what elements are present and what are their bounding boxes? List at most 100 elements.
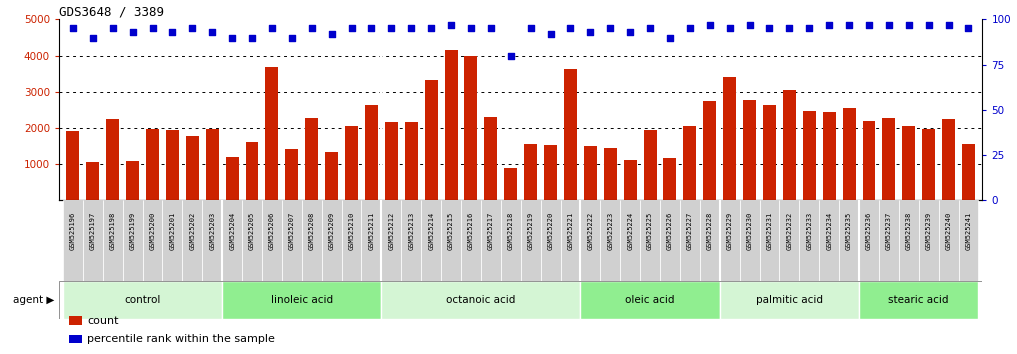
- Text: GSM525234: GSM525234: [826, 212, 832, 251]
- Point: [702, 22, 718, 28]
- Bar: [683, 126, 697, 200]
- Text: GSM525198: GSM525198: [110, 212, 116, 251]
- Bar: [899, 200, 918, 281]
- Text: GSM525237: GSM525237: [886, 212, 892, 251]
- Point: [941, 22, 957, 28]
- Bar: [86, 162, 100, 200]
- Bar: [361, 200, 381, 281]
- Bar: [365, 105, 378, 200]
- Text: GSM525230: GSM525230: [746, 212, 753, 251]
- Bar: [581, 200, 600, 281]
- Bar: [63, 281, 222, 319]
- Bar: [282, 200, 302, 281]
- Text: GSM525205: GSM525205: [249, 212, 255, 251]
- Text: GSM525239: GSM525239: [925, 212, 932, 251]
- Point: [363, 25, 379, 31]
- Text: agent ▶: agent ▶: [12, 295, 54, 305]
- Bar: [504, 167, 518, 200]
- Text: percentile rank within the sample: percentile rank within the sample: [87, 334, 276, 344]
- Point: [622, 29, 639, 35]
- Bar: [500, 200, 521, 281]
- Text: GSM525203: GSM525203: [210, 212, 216, 251]
- Bar: [305, 118, 318, 200]
- Point: [124, 29, 140, 35]
- Text: GSM525231: GSM525231: [767, 212, 773, 251]
- Bar: [126, 161, 139, 200]
- Text: GSM525219: GSM525219: [528, 212, 534, 251]
- Text: GSM525226: GSM525226: [667, 212, 673, 251]
- Point: [960, 25, 976, 31]
- Text: oleic acid: oleic acid: [625, 295, 675, 305]
- Bar: [441, 200, 461, 281]
- Text: GSM525220: GSM525220: [547, 212, 553, 251]
- Bar: [345, 126, 358, 200]
- Point: [681, 25, 698, 31]
- Text: GSM525228: GSM525228: [707, 212, 713, 251]
- Point: [801, 25, 818, 31]
- Bar: [265, 67, 279, 200]
- Text: GSM525236: GSM525236: [866, 212, 872, 251]
- Point: [144, 25, 161, 31]
- Text: GSM525229: GSM525229: [727, 212, 732, 251]
- Text: GSM525217: GSM525217: [488, 212, 494, 251]
- Bar: [959, 200, 978, 281]
- Text: GSM525233: GSM525233: [806, 212, 813, 251]
- Bar: [186, 136, 198, 200]
- Bar: [560, 200, 581, 281]
- Bar: [484, 117, 497, 200]
- Point: [423, 25, 439, 31]
- Bar: [481, 200, 500, 281]
- Bar: [600, 200, 620, 281]
- Text: GSM525238: GSM525238: [906, 212, 912, 251]
- Bar: [859, 200, 879, 281]
- Bar: [242, 200, 262, 281]
- Text: GSM525218: GSM525218: [507, 212, 514, 251]
- Bar: [720, 281, 859, 319]
- Bar: [739, 200, 760, 281]
- Point: [323, 31, 340, 37]
- Bar: [444, 50, 458, 200]
- Bar: [82, 200, 103, 281]
- Point: [502, 53, 519, 58]
- Bar: [321, 200, 342, 281]
- Bar: [623, 160, 637, 200]
- Bar: [381, 200, 402, 281]
- Bar: [384, 122, 398, 200]
- Point: [562, 25, 579, 31]
- Text: GSM525204: GSM525204: [229, 212, 235, 251]
- Point: [483, 25, 499, 31]
- Point: [443, 22, 460, 28]
- Bar: [521, 200, 541, 281]
- Text: GSM525222: GSM525222: [588, 212, 593, 251]
- Text: GSM525207: GSM525207: [289, 212, 295, 251]
- Bar: [302, 200, 321, 281]
- Text: GSM525224: GSM525224: [627, 212, 634, 251]
- Bar: [245, 142, 258, 200]
- Text: GSM525214: GSM525214: [428, 212, 434, 251]
- Point: [184, 25, 200, 31]
- Bar: [723, 77, 736, 200]
- Bar: [342, 200, 361, 281]
- Bar: [106, 120, 119, 200]
- Bar: [802, 111, 816, 200]
- Bar: [839, 200, 859, 281]
- Bar: [166, 130, 179, 200]
- Point: [642, 25, 658, 31]
- Text: GSM525210: GSM525210: [349, 212, 355, 251]
- Point: [65, 25, 81, 31]
- Point: [781, 25, 797, 31]
- Bar: [663, 159, 676, 200]
- Text: octanoic acid: octanoic acid: [446, 295, 516, 305]
- Point: [304, 25, 320, 31]
- Text: palmitic acid: palmitic acid: [756, 295, 823, 305]
- Text: GSM525208: GSM525208: [309, 212, 314, 251]
- Bar: [142, 200, 163, 281]
- Bar: [779, 200, 799, 281]
- Bar: [405, 122, 418, 200]
- Text: GSM525241: GSM525241: [965, 212, 971, 251]
- Point: [602, 25, 618, 31]
- Point: [403, 25, 419, 31]
- Text: GSM525213: GSM525213: [408, 212, 414, 251]
- Text: GSM525221: GSM525221: [567, 212, 574, 251]
- Bar: [123, 200, 142, 281]
